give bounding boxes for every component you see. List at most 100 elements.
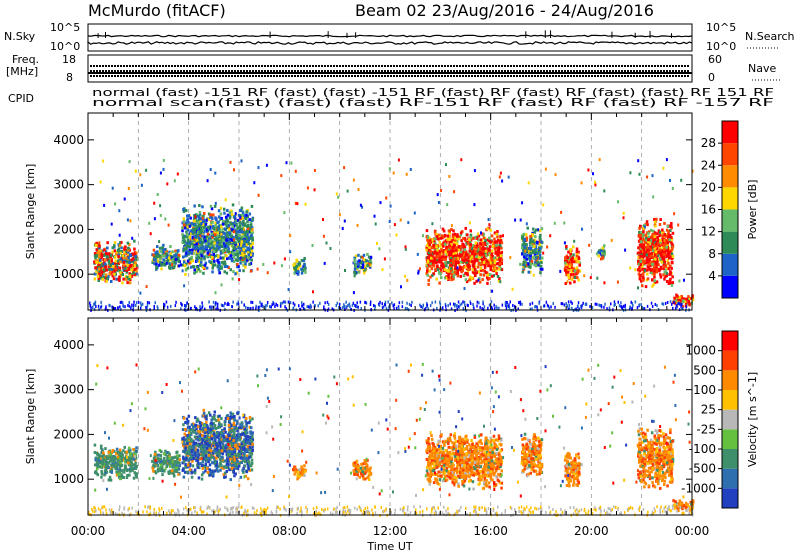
echo-cell <box>239 209 242 212</box>
echo-cell <box>156 255 159 258</box>
echo-cell <box>389 167 391 170</box>
echo-cell <box>193 205 196 208</box>
ground-scatter-cell <box>213 301 215 304</box>
echo-cell <box>450 267 452 270</box>
echo-cell <box>672 187 674 190</box>
echo-cell <box>575 257 578 260</box>
echo-cell <box>210 213 213 216</box>
echo-cell <box>682 299 685 302</box>
echo-cell <box>668 257 671 260</box>
echo-cell <box>330 247 332 250</box>
echo-cell <box>114 256 117 259</box>
echo-cell <box>200 250 203 253</box>
ground-scatter-cell <box>520 301 522 304</box>
echo-cell <box>481 278 484 281</box>
echo-cell <box>111 471 114 474</box>
echo-cell <box>447 270 450 273</box>
echo-cell <box>188 214 191 217</box>
ground-scatter-cell <box>631 301 633 304</box>
echo-cell <box>164 450 167 453</box>
ground-scatter-cell <box>261 303 263 306</box>
echo-cell <box>414 212 416 215</box>
echo-cell <box>174 179 176 182</box>
ground-scatter-cell <box>632 304 634 307</box>
ground-scatter-cell <box>596 303 598 306</box>
echo-cell <box>672 232 675 235</box>
echo-cell <box>176 451 179 454</box>
echo-cell <box>522 235 525 238</box>
echo-cell <box>172 472 175 475</box>
echo-cell <box>528 247 531 250</box>
echo-cell <box>102 278 105 281</box>
echo-cell <box>322 218 324 221</box>
echo-cell <box>130 465 133 468</box>
echo-cell <box>447 261 450 264</box>
echo-cell <box>647 232 650 235</box>
echo-cell <box>436 265 439 268</box>
echo-cell <box>237 253 240 256</box>
echo-cell <box>180 263 182 266</box>
nsky-panel-frame <box>88 24 692 51</box>
echo-cell <box>160 454 163 457</box>
echo-cell <box>94 471 97 474</box>
echo-cell <box>462 237 465 240</box>
echo-cell <box>116 463 119 466</box>
echo-cell <box>430 257 433 260</box>
echo-cell <box>198 256 201 259</box>
echo-cell <box>119 477 122 480</box>
ground-scatter-cell <box>609 306 611 309</box>
echo-cell <box>234 215 237 218</box>
echo-cell <box>196 266 199 269</box>
echo-cell <box>189 235 192 238</box>
echo-cell <box>100 271 103 274</box>
echo-cell <box>215 224 218 227</box>
echo-cell <box>182 256 185 259</box>
nsky-trace <box>88 35 692 36</box>
echo-cell <box>103 204 105 207</box>
echo-cell <box>672 255 675 258</box>
echo-cell <box>216 231 219 234</box>
echo-cell <box>100 476 103 479</box>
echo-cell <box>127 247 130 250</box>
echo-cell <box>427 283 430 286</box>
echo-cell <box>594 181 596 184</box>
echo-cell <box>462 256 465 259</box>
echo-cell <box>669 179 671 182</box>
echo-cell <box>202 272 205 275</box>
echo-cell <box>465 252 468 255</box>
echo-cell <box>545 168 547 171</box>
echo-cell <box>427 274 430 277</box>
ground-scatter-cell <box>119 305 121 308</box>
echo-cell <box>238 278 240 281</box>
echo-cell <box>216 259 219 262</box>
echo-cell <box>184 264 187 267</box>
echo-cell <box>114 260 117 263</box>
ground-scatter-cell <box>484 305 486 308</box>
echo-cell <box>508 176 510 179</box>
echo-cell <box>252 228 254 231</box>
echo-cell <box>245 217 248 220</box>
echo-cell <box>433 252 436 255</box>
echo-cell <box>344 220 346 223</box>
echo-cell <box>650 255 653 258</box>
echo-cell <box>218 225 221 228</box>
echo-cell <box>529 252 532 255</box>
echo-cell <box>577 271 580 274</box>
echo-cell <box>363 258 366 261</box>
ground-scatter-cell <box>564 304 566 307</box>
echo-cell <box>453 190 455 193</box>
echo-cell <box>473 282 476 285</box>
echo-cell <box>243 222 245 225</box>
ground-scatter-cell <box>293 307 295 310</box>
echo-cell <box>124 267 127 270</box>
echo-cell <box>122 254 125 257</box>
echo-cell <box>419 267 421 270</box>
echo-cell <box>461 270 464 273</box>
echo-cell <box>253 181 255 184</box>
echo-cell <box>623 216 625 219</box>
echo-cell <box>242 257 245 260</box>
echo-cell <box>112 246 115 249</box>
echo-cell <box>569 282 572 285</box>
ground-scatter-cell <box>318 304 320 307</box>
